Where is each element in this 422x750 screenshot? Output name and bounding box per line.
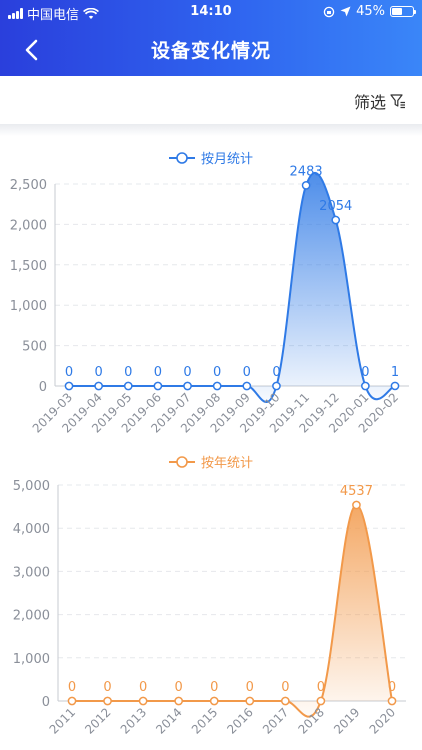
data-point: [138, 696, 148, 706]
y-tick-label: 0: [39, 380, 47, 395]
page-title: 设备变化情况: [150, 40, 271, 62]
wifi-icon: [83, 7, 99, 19]
data-label: 0: [361, 365, 369, 380]
battery-icon: [390, 6, 416, 17]
y-tick-label: 4,000: [13, 522, 50, 537]
rotation-lock-icon: [323, 6, 335, 17]
data-label: 0: [272, 365, 280, 380]
back-button[interactable]: [18, 36, 46, 64]
data-label: 0: [175, 680, 183, 695]
app-header: 中国电信 14:10 45% 设备变化情况: [0, 0, 422, 76]
data-point: [209, 696, 219, 706]
data-point: [301, 181, 311, 190]
filter-button[interactable]: 筛选: [354, 89, 406, 113]
x-tick-label: 2015: [189, 705, 220, 736]
legend-label: 按年统计: [200, 456, 253, 471]
monthly-chart: 按月统计 0 500 1,000 1,500 2,000 2,500 0 2019-03 0 20…: [0, 136, 422, 450]
data-point: [242, 381, 252, 391]
data-point: [67, 696, 77, 706]
y-tick-label: 0: [42, 695, 50, 710]
data-point: [174, 696, 184, 706]
y-tick-label: 2,000: [10, 218, 47, 233]
data-point: [103, 696, 112, 706]
monthly-plot: 05001,0001,5002,0002,50002019-0302019-04…: [10, 164, 409, 436]
nav-bar: 设备变化情况: [0, 26, 422, 72]
x-tick-label: 2016: [224, 705, 255, 736]
x-tick-label: 2017: [260, 705, 291, 736]
data-label: 0: [210, 680, 218, 695]
x-tick-label: 2020: [367, 705, 398, 736]
data-point: [64, 381, 74, 391]
data-point: [361, 381, 370, 391]
chevron-left-icon: [25, 39, 38, 61]
data-label: 0: [317, 680, 325, 695]
y-tick-label: 500: [22, 340, 47, 355]
y-tick-label: 1,500: [10, 259, 47, 274]
data-label: 0: [183, 365, 191, 380]
status-time: 14:10: [190, 4, 232, 19]
data-point: [331, 215, 341, 225]
legend-marker-icon: [168, 455, 195, 468]
data-point: [390, 381, 400, 391]
data-label: 0: [94, 365, 102, 380]
data-label: 0: [68, 680, 76, 695]
filter-bar: 筛选: [0, 76, 422, 124]
filter-label: 筛选: [353, 93, 386, 112]
y-tick-label: 5,000: [13, 479, 50, 494]
legend-label: 按月统计: [200, 152, 253, 167]
data-label: 0: [281, 680, 289, 695]
data-label: 2054: [319, 199, 352, 214]
y-tick-label: 2,500: [10, 178, 47, 193]
x-tick-label: 2019: [331, 705, 362, 736]
data-label: 0: [243, 365, 251, 380]
y-tick-label: 1,000: [10, 299, 47, 314]
y-tick-label: 2,000: [13, 609, 50, 624]
data-point: [387, 696, 397, 706]
battery-percent: 45%: [356, 4, 385, 19]
monthly-legend[interactable]: 按月统计: [0, 148, 422, 167]
data-label: 0: [124, 365, 132, 380]
location-icon: [340, 6, 351, 17]
data-point: [123, 381, 133, 391]
x-tick-label: 2011: [47, 705, 78, 736]
data-label: 0: [65, 365, 73, 380]
data-label: 1: [391, 365, 399, 380]
data-point: [352, 500, 361, 510]
series-area: [72, 505, 392, 717]
status-bar: 中国电信 14:10 45%: [0, 0, 422, 24]
x-tick-label: 2014: [153, 705, 184, 736]
series-area: [69, 172, 395, 403]
data-label: 0: [246, 680, 254, 695]
signal-icon: [8, 8, 23, 19]
data-point: [316, 696, 326, 706]
legend-marker-icon: [168, 151, 195, 164]
x-tick-label: 2013: [118, 705, 149, 736]
yearly-legend[interactable]: 按年统计: [0, 452, 422, 471]
data-point: [183, 381, 192, 391]
data-point: [245, 696, 255, 706]
yearly-chart: 按年统计 0 1,000 2,000 3,000 4,000 5,000 0 2011 0 201…: [0, 450, 422, 750]
x-tick-label: 2012: [82, 705, 113, 736]
data-point: [94, 381, 103, 391]
data-point: [212, 381, 222, 391]
data-label: 2483: [290, 164, 323, 179]
data-label: 0: [213, 365, 221, 380]
y-tick-label: 1,000: [13, 652, 50, 667]
data-label: 0: [388, 680, 396, 695]
data-label: 4537: [340, 484, 373, 499]
data-label: 0: [103, 680, 111, 695]
data-point: [280, 696, 290, 706]
data-point: [272, 381, 281, 391]
filter-icon: [390, 94, 405, 109]
data-label: 0: [154, 365, 162, 380]
yearly-plot: 01,0002,0003,0004,0005,00002011020120201…: [13, 479, 406, 737]
section-divider: [0, 124, 422, 136]
data-label: 0: [139, 680, 147, 695]
carrier-label: 中国电信: [27, 8, 80, 23]
y-tick-label: 3,000: [13, 565, 50, 580]
data-point: [153, 381, 163, 391]
